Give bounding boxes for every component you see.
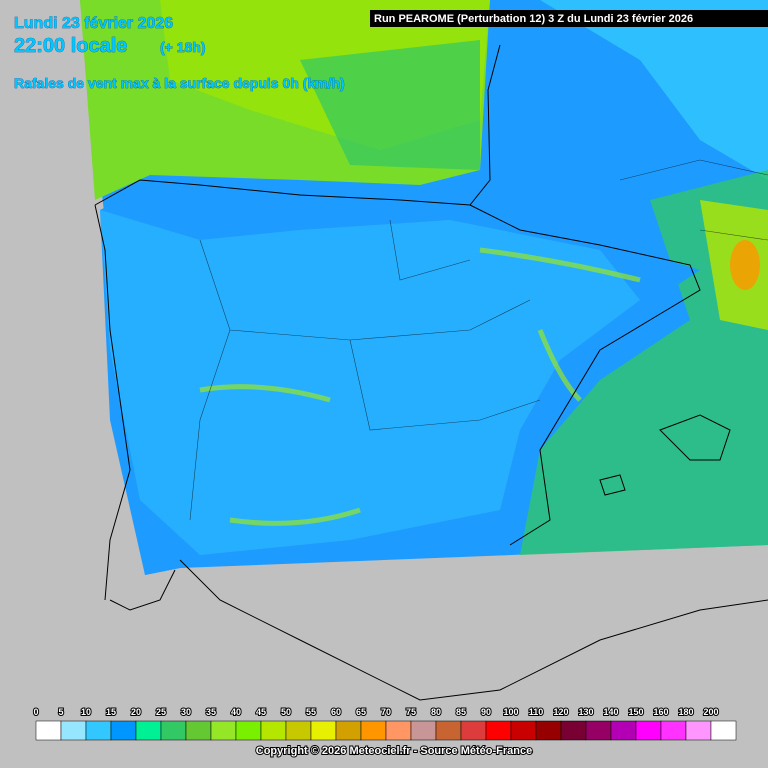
legend-label: 140: [603, 707, 618, 717]
legend-label: 100: [503, 707, 518, 717]
wind-area: [730, 240, 760, 290]
legend-label: 20: [131, 707, 141, 717]
legend-swatch: [710, 720, 737, 741]
run-info: Run PEAROME (Perturbation 12) 3 Z du Lun…: [374, 13, 693, 25]
legend-swatch: [60, 720, 87, 741]
legend-label: 160: [653, 707, 668, 717]
coastline: [179, 559, 768, 701]
legend-label: 180: [678, 707, 693, 717]
legend-label: 75: [406, 707, 416, 717]
legend-label: 130: [578, 707, 593, 717]
legend: 0 5 10 15 20 25 30 35 40 45 50 55 60 65 70 75 80 85 90 100 1…: [32, 706, 737, 741]
legend-label: 120: [553, 707, 568, 717]
legend-swatch: [485, 720, 512, 741]
legend-swatch: [310, 720, 337, 741]
legend-swatch: [110, 720, 137, 741]
legend-swatch: [460, 720, 487, 741]
parameter: Rafales de vent max à la surface depuis …: [14, 75, 345, 91]
legend-swatch: [35, 720, 62, 741]
legend-swatch: [510, 720, 537, 741]
wind-area: [540, 0, 768, 180]
legend-swatch: [385, 720, 412, 741]
legend-label: 45: [256, 707, 266, 717]
legend-label: 30: [181, 707, 191, 717]
legend-label: 60: [331, 707, 341, 717]
legend-label: 55: [306, 707, 316, 717]
legend-swatch: [360, 720, 387, 741]
legend-swatch: [335, 720, 362, 741]
legend-swatch: [685, 720, 712, 741]
legend-label: 5: [58, 707, 63, 717]
legend-swatch: [560, 720, 587, 741]
legend-label: 200: [703, 707, 718, 717]
legend-label: 25: [156, 707, 166, 717]
legend-label: 0: [33, 707, 38, 717]
legend-swatch: [435, 720, 462, 741]
legend-label: 50: [281, 707, 291, 717]
legend-swatch: [210, 720, 237, 741]
legend-label: 150: [628, 707, 643, 717]
legend-swatch: [235, 720, 262, 741]
legend-swatch: [285, 720, 312, 741]
legend-label: 10: [81, 707, 91, 717]
date: Lundi 23 février 2026: [14, 15, 173, 32]
legend-swatch: [160, 720, 187, 741]
legend-swatch: [135, 720, 162, 741]
legend-swatch: [260, 720, 287, 741]
legend-label: 40: [231, 707, 241, 717]
legend-label: 15: [106, 707, 116, 717]
sea-wind-area: [520, 170, 768, 555]
legend-swatch: [585, 720, 612, 741]
legend-swatch: [535, 720, 562, 741]
time: 22:00 locale: [14, 35, 127, 57]
legend-label: 70: [381, 707, 391, 717]
wind-area: [100, 190, 700, 575]
coastline: [94, 44, 701, 611]
lead-time: (+ 18h): [160, 39, 206, 55]
legend-swatch: [85, 720, 112, 741]
legend-swatch: [660, 720, 687, 741]
border: [189, 219, 541, 521]
legend-swatch: [410, 720, 437, 741]
legend-label: 35: [206, 707, 216, 717]
copyright: Copyright © 2026 Meteociel.fr - Source M…: [256, 745, 532, 757]
legend-swatch: [635, 720, 662, 741]
legend-swatch: [610, 720, 637, 741]
sea-wind-area: [300, 40, 480, 170]
wind-area: [199, 247, 641, 526]
legend-label: 90: [481, 707, 491, 717]
border: [619, 159, 768, 241]
island: [599, 414, 731, 496]
legend-label: 85: [456, 707, 466, 717]
legend-label: 80: [431, 707, 441, 717]
wind-area: [100, 210, 640, 555]
run-box: [370, 10, 768, 27]
legend-label: 65: [356, 707, 366, 717]
legend-swatch: [185, 720, 212, 741]
legend-label: 110: [529, 707, 544, 717]
